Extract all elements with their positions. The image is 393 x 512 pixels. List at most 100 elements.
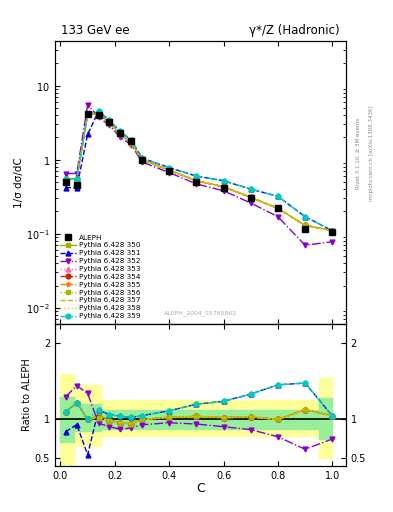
Pythia 6.428 354 [64, 176, 68, 182]
Pythia 6.428 355 [221, 184, 226, 190]
Pythia 6.428 357 [129, 139, 134, 145]
Pythia 6.428 352 [330, 239, 334, 245]
Pythia 6.428 350 [85, 111, 90, 117]
ALEPH [330, 229, 334, 235]
Pythia 6.428 351 [85, 131, 90, 137]
Pythia 6.428 350 [107, 119, 112, 125]
Line: Pythia 6.428 352: Pythia 6.428 352 [63, 102, 335, 248]
Pythia 6.428 359 [194, 173, 199, 179]
Pythia 6.428 359 [303, 214, 307, 220]
Pythia 6.428 355 [74, 176, 79, 182]
Pythia 6.428 356 [74, 176, 79, 182]
Line: Pythia 6.428 353: Pythia 6.428 353 [63, 112, 335, 233]
ALEPH [107, 119, 112, 125]
ALEPH [85, 111, 90, 117]
Pythia 6.428 352 [107, 122, 112, 129]
Pythia 6.428 357 [167, 167, 171, 173]
Pythia 6.428 358 [275, 205, 280, 211]
Pythia 6.428 355 [167, 167, 171, 173]
Pythia 6.428 350 [330, 228, 334, 234]
ALEPH [167, 168, 171, 174]
Pythia 6.428 353 [107, 120, 112, 126]
Legend: ALEPH, Pythia 6.428 350, Pythia 6.428 351, Pythia 6.428 352, Pythia 6.428 353, P: ALEPH, Pythia 6.428 350, Pythia 6.428 35… [57, 231, 143, 322]
Pythia 6.428 351 [74, 184, 79, 190]
Pythia 6.428 356 [248, 194, 253, 200]
Pythia 6.428 352 [248, 200, 253, 206]
Pythia 6.428 356 [85, 111, 90, 117]
ALEPH [129, 138, 134, 144]
Pythia 6.428 358 [64, 176, 68, 182]
Pythia 6.428 350 [221, 184, 226, 190]
Pythia 6.428 354 [194, 178, 199, 184]
Pythia 6.428 356 [107, 120, 112, 126]
Pythia 6.428 358 [194, 178, 199, 184]
Text: γ*/Z (Hadronic): γ*/Z (Hadronic) [250, 24, 340, 37]
Pythia 6.428 351 [129, 137, 134, 143]
Pythia 6.428 351 [64, 184, 68, 190]
Pythia 6.428 355 [194, 178, 199, 184]
Pythia 6.428 354 [140, 157, 144, 163]
Pythia 6.428 351 [140, 155, 144, 161]
Line: Pythia 6.428 358: Pythia 6.428 358 [66, 114, 332, 231]
Pythia 6.428 352 [129, 141, 134, 147]
Pythia 6.428 358 [74, 176, 79, 182]
Pythia 6.428 351 [248, 186, 253, 192]
Pythia 6.428 355 [64, 176, 68, 182]
ALEPH [74, 182, 79, 188]
Line: Pythia 6.428 357: Pythia 6.428 357 [66, 114, 332, 231]
Pythia 6.428 350 [248, 194, 253, 200]
Pythia 6.428 356 [221, 184, 226, 190]
Pythia 6.428 354 [330, 228, 334, 234]
Y-axis label: 1/σ dσ/dC: 1/σ dσ/dC [13, 157, 24, 208]
Line: ALEPH: ALEPH [63, 111, 335, 236]
ALEPH [248, 195, 253, 201]
Pythia 6.428 353 [330, 228, 334, 234]
Pythia 6.428 352 [194, 181, 199, 187]
Pythia 6.428 350 [140, 157, 144, 163]
Pythia 6.428 353 [221, 184, 226, 190]
Pythia 6.428 351 [118, 129, 123, 135]
Pythia 6.428 358 [221, 184, 226, 190]
Pythia 6.428 357 [248, 194, 253, 200]
Pythia 6.428 354 [96, 111, 101, 117]
Pythia 6.428 358 [118, 131, 123, 137]
Pythia 6.428 355 [96, 111, 101, 117]
Pythia 6.428 355 [129, 139, 134, 145]
Pythia 6.428 354 [118, 131, 123, 137]
Pythia 6.428 359 [74, 176, 79, 182]
Pythia 6.428 353 [74, 176, 79, 182]
Line: Pythia 6.428 356: Pythia 6.428 356 [63, 112, 335, 233]
Pythia 6.428 352 [140, 159, 144, 165]
Pythia 6.428 359 [85, 111, 90, 117]
ALEPH [303, 226, 307, 232]
Pythia 6.428 350 [194, 178, 199, 184]
Pythia 6.428 353 [248, 194, 253, 200]
Pythia 6.428 351 [167, 164, 171, 170]
Pythia 6.428 359 [167, 164, 171, 170]
Pythia 6.428 356 [330, 228, 334, 234]
Pythia 6.428 350 [303, 222, 307, 228]
Pythia 6.428 354 [129, 139, 134, 145]
Pythia 6.428 357 [74, 176, 79, 182]
Pythia 6.428 357 [194, 178, 199, 184]
Pythia 6.428 357 [64, 176, 68, 182]
Line: Pythia 6.428 359: Pythia 6.428 359 [63, 109, 335, 233]
ALEPH [275, 205, 280, 211]
Pythia 6.428 350 [74, 176, 79, 182]
Pythia 6.428 352 [118, 134, 123, 140]
Pythia 6.428 353 [118, 131, 123, 137]
Pythia 6.428 353 [85, 111, 90, 117]
Pythia 6.428 352 [303, 242, 307, 248]
Pythia 6.428 358 [167, 167, 171, 173]
Pythia 6.428 355 [330, 228, 334, 234]
Pythia 6.428 350 [167, 167, 171, 173]
Pythia 6.428 359 [107, 117, 112, 123]
Pythia 6.428 353 [194, 178, 199, 184]
Pythia 6.428 353 [129, 139, 134, 145]
Pythia 6.428 353 [167, 167, 171, 173]
Pythia 6.428 356 [140, 157, 144, 163]
Pythia 6.428 357 [275, 205, 280, 211]
Pythia 6.428 359 [64, 176, 68, 182]
Pythia 6.428 356 [303, 222, 307, 228]
Pythia 6.428 358 [248, 194, 253, 200]
